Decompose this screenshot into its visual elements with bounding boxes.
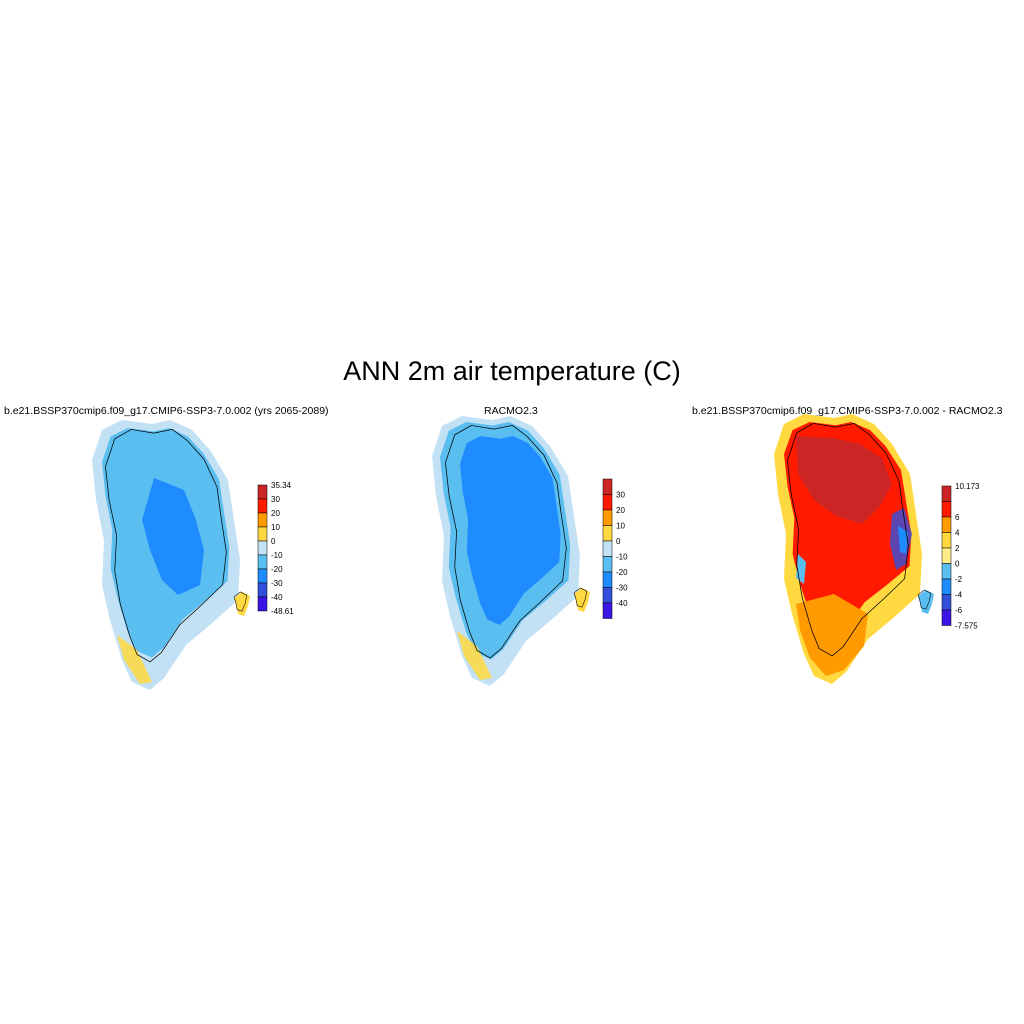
colorbar-label: -10	[271, 551, 283, 560]
colorbar-box	[257, 512, 268, 528]
colorbar-box	[941, 547, 952, 564]
colorbar-label: 30	[271, 495, 280, 504]
colorbar-box	[602, 509, 613, 526]
colorbar-label: 4	[955, 529, 960, 538]
colorbar-box	[941, 532, 952, 549]
colorbar-label: -30	[271, 579, 283, 588]
colorbar-label: -7.575	[955, 622, 978, 631]
colorbar-obs: 30 20 10 0 -10 -20 -30 -40	[602, 478, 628, 619]
colorbar-box	[941, 594, 952, 611]
colorbar-label: 10	[271, 523, 280, 532]
colorbar-label: -48.61	[271, 607, 294, 616]
colorbar-label: -30	[616, 584, 628, 593]
colorbar-label: -2	[955, 575, 963, 584]
colorbar-diff: 10.173 6 4 2 0 -2 -4 -6 -7.575	[941, 482, 980, 631]
panel-title-diff: b.e21.BSSP370cmip6.f09_g17.CMIP6-SSP3-7.…	[692, 405, 1003, 417]
colorbar-box	[257, 498, 268, 514]
map-obs	[432, 416, 590, 686]
map-model	[92, 420, 250, 690]
colorbar-label: 10.173	[955, 482, 980, 491]
colorbar-box	[602, 525, 613, 542]
colorbar-label: 0	[271, 537, 276, 546]
colorbar-box	[257, 526, 268, 542]
colorbar-box	[257, 540, 268, 556]
colorbar-box	[257, 568, 268, 584]
colorbar-label: -10	[616, 553, 628, 562]
colorbar-box	[941, 516, 952, 533]
colorbar-box	[941, 563, 952, 580]
colorbar-label: -40	[271, 593, 283, 602]
colorbar-box	[602, 540, 613, 557]
colorbar-box	[941, 578, 952, 595]
panel-title-obs: RACMO2.3	[484, 405, 538, 417]
colorbar-box	[257, 554, 268, 570]
colorbar-box	[941, 485, 952, 502]
colorbar-label: -40	[616, 599, 628, 608]
figure-title: ANN 2m air temperature (C)	[343, 356, 681, 386]
colorbar-box	[602, 571, 613, 588]
colorbar-box	[257, 484, 268, 500]
colorbar-box	[602, 556, 613, 573]
colorbar-box	[602, 478, 613, 495]
colorbar-box	[602, 602, 613, 619]
colorbar-box	[257, 582, 268, 598]
colorbar-label: -6	[955, 606, 963, 615]
colorbar-label: -20	[271, 565, 283, 574]
colorbar-label: -20	[616, 568, 628, 577]
colorbar-label: 6	[955, 513, 960, 522]
colorbar-box	[257, 596, 268, 612]
colorbar-label: 10	[616, 522, 625, 531]
colorbar-label: 2	[955, 544, 960, 553]
colorbar-box	[941, 609, 952, 626]
colorbar-label: 35.34	[271, 481, 292, 490]
colorbar-label: 0	[616, 537, 621, 546]
colorbar-label: 30	[616, 491, 625, 500]
colorbar-box	[602, 587, 613, 604]
panel-title-model: b.e21.BSSP370cmip6.f09_g17.CMIP6-SSP3-7.…	[4, 405, 329, 417]
colorbar-label: 0	[955, 560, 960, 569]
colorbar-label: 20	[271, 509, 280, 518]
colorbar-box	[602, 494, 613, 511]
colorbar-label: -4	[955, 591, 963, 600]
colorbar-box	[941, 501, 952, 518]
colorbar-label: 20	[616, 506, 625, 515]
map-diff	[774, 414, 934, 684]
colorbar-model: 35.34 30 20 10 0 -10 -20 -30 -40 -48.61	[257, 481, 294, 616]
